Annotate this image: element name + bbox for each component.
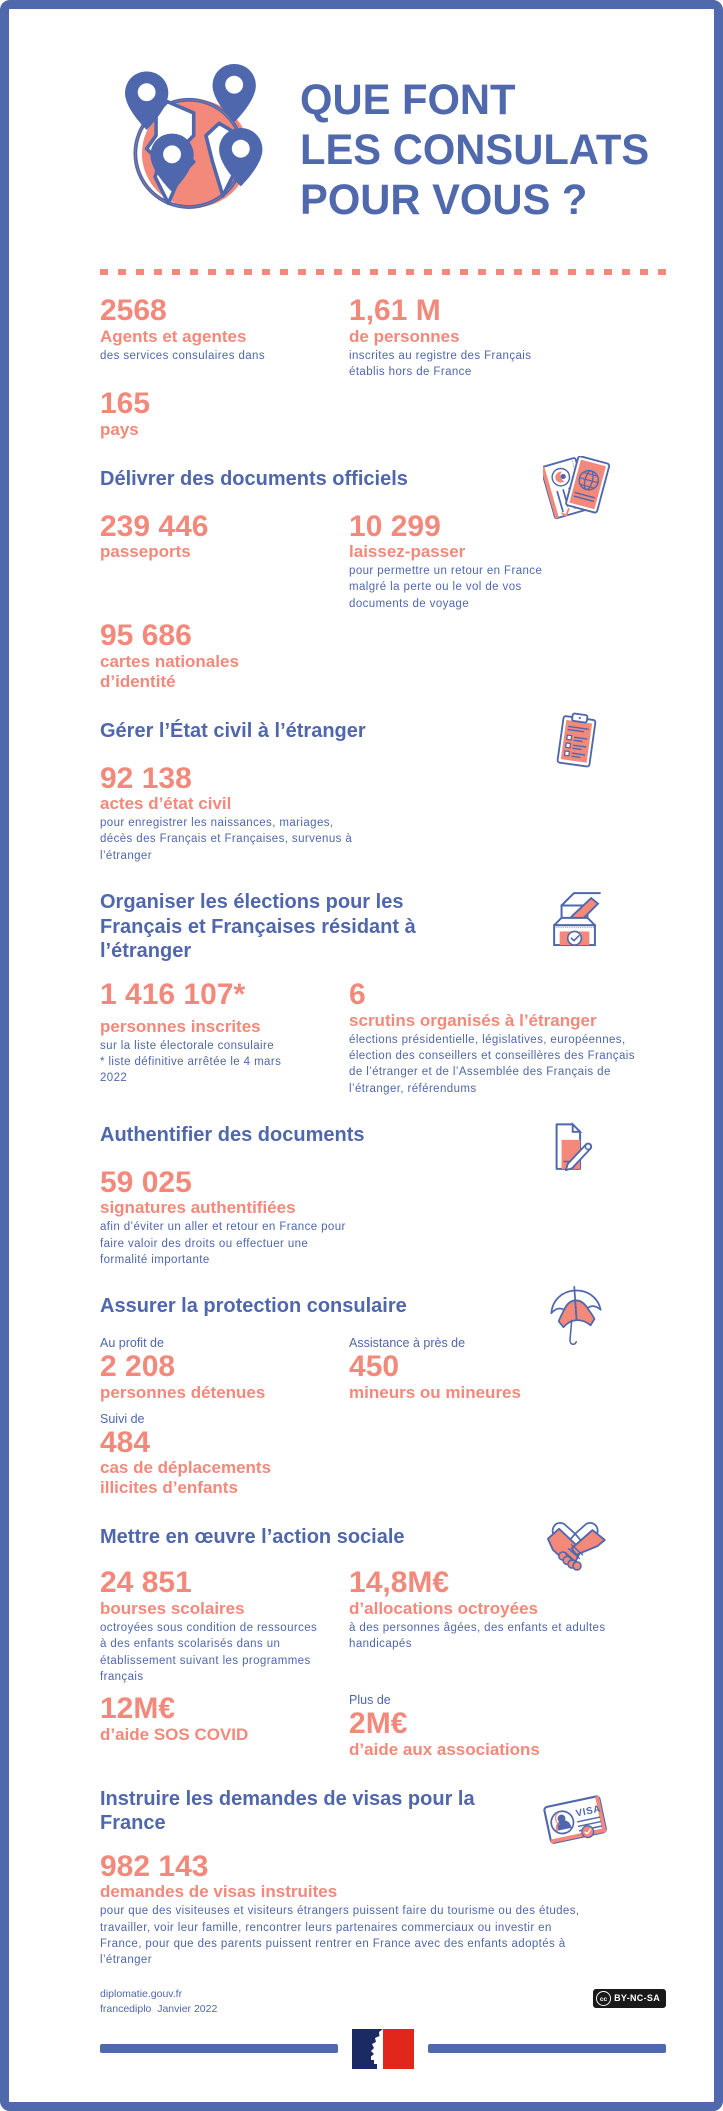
- svg-text:cc: cc: [600, 1995, 608, 2002]
